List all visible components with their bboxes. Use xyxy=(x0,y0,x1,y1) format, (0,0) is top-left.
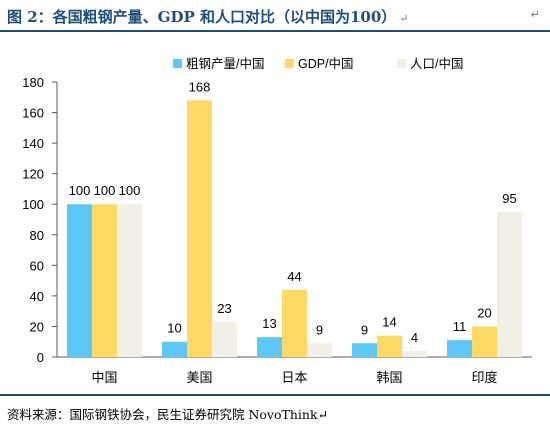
y-tick-label: 60 xyxy=(30,258,44,273)
bar-value-label: 11 xyxy=(453,319,467,334)
bar-value-label: 13 xyxy=(262,316,276,331)
bar-chart: 粗钢产量/中国 GDP/中国 人口/中国 0 20 40 60 80 100 120 140 160 1… xyxy=(22,56,532,385)
bar xyxy=(352,343,377,357)
bar-value-label: 100 xyxy=(119,183,141,198)
bar xyxy=(472,326,497,357)
bar-value-label: 9 xyxy=(361,322,368,337)
bar xyxy=(212,321,237,357)
paragraph-mark-right-icon: ↵ xyxy=(530,8,540,21)
legend-swatch xyxy=(397,59,406,68)
bar xyxy=(117,204,142,357)
legend-label: 人口/中国 xyxy=(410,56,463,71)
bar-value-label: 100 xyxy=(94,183,116,198)
x-tick-label: 美国 xyxy=(186,370,212,385)
y-tick-label: 0 xyxy=(37,350,44,365)
bar xyxy=(67,204,92,357)
y-tick-label: 80 xyxy=(30,228,44,243)
bar xyxy=(257,337,282,357)
bar-value-label: 44 xyxy=(287,269,301,284)
bar-value-label: 10 xyxy=(167,321,181,336)
source-note: 资料来源：国际钢铁协会，民生证券研究院 NovoThink↵ xyxy=(7,407,329,422)
x-tick-label: 印度 xyxy=(471,370,497,385)
bar xyxy=(402,350,427,357)
y-tick-label: 40 xyxy=(30,289,44,304)
x-tick-label: 韩国 xyxy=(376,370,402,385)
legend-swatch xyxy=(285,59,294,68)
bar xyxy=(187,100,212,358)
y-tick-label: 140 xyxy=(22,136,44,151)
legend-label: GDP/中国 xyxy=(298,56,354,71)
chart-area: 粗钢产量/中国 GDP/中国 人口/中国 0 20 40 60 80 100 120 140 160 1… xyxy=(0,42,550,392)
bar-value-label: 168 xyxy=(189,79,211,94)
figure-title-text: 图 2：各国粗钢产量、GDP 和人口对比（以中国为100） xyxy=(7,8,397,26)
bar xyxy=(497,211,522,357)
bar xyxy=(92,204,117,357)
figure-footer: 资料来源：国际钢铁协会，民生证券研究院 NovoThink↵ xyxy=(0,394,550,430)
x-tick-label: 中国 xyxy=(91,370,117,385)
bar-value-label: 9 xyxy=(316,322,323,337)
legend-swatch xyxy=(173,59,182,68)
y-tick-label: 180 xyxy=(22,75,44,90)
bar xyxy=(447,340,472,357)
figure-title: 图 2：各国粗钢产量、GDP 和人口对比（以中国为100） ↵ xyxy=(7,6,409,27)
legend-label: 粗钢产量/中国 xyxy=(186,56,264,71)
x-tick-label: 日本 xyxy=(281,370,307,385)
y-tick-label: 100 xyxy=(22,197,44,212)
bar xyxy=(377,335,402,357)
bar-value-label: 23 xyxy=(217,301,231,316)
y-tick-label: 160 xyxy=(22,106,44,121)
y-tick-label: 120 xyxy=(22,167,44,182)
y-tick-label: 20 xyxy=(30,319,44,334)
bar-value-label: 20 xyxy=(477,305,491,320)
paragraph-mark-icon: ↵ xyxy=(399,12,409,25)
bar xyxy=(282,289,307,357)
bar-value-label: 14 xyxy=(382,315,396,330)
bar-value-label: 100 xyxy=(69,183,91,198)
bar-value-label: 95 xyxy=(502,191,516,206)
bar-value-label: 4 xyxy=(411,330,418,345)
figure-header: 图 2：各国粗钢产量、GDP 和人口对比（以中国为100） ↵ ↵ xyxy=(0,0,550,32)
bar xyxy=(162,341,187,357)
bar xyxy=(307,343,332,357)
